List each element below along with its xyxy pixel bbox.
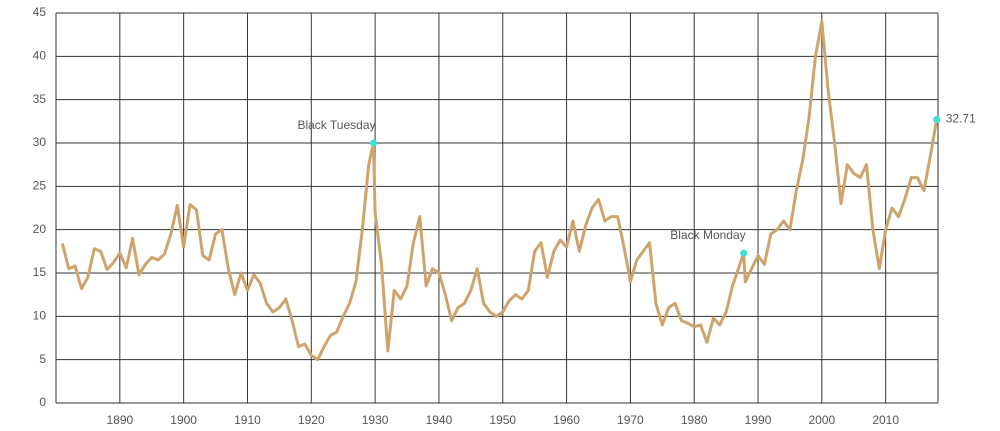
annotation-marker [370, 139, 378, 147]
y-tick-label: 30 [33, 135, 47, 149]
x-tick-label: 1940 [426, 413, 453, 427]
y-tick-label: 35 [33, 92, 47, 106]
x-tick-label: 2000 [808, 413, 835, 427]
y-tick-label: 10 [33, 309, 47, 323]
x-tick-label: 1900 [170, 413, 197, 427]
y-tick-label: 5 [39, 352, 46, 366]
x-tick-label: 1950 [489, 413, 516, 427]
y-tick-label: 15 [33, 265, 47, 279]
annotation-marker [740, 249, 748, 257]
x-tick-label: 1960 [553, 413, 580, 427]
end-value-label: 32.71 [946, 112, 976, 126]
annotation-label: Black Tuesday [297, 118, 375, 132]
x-tick-label: 1910 [234, 413, 261, 427]
annotation-label: Black Monday [670, 228, 745, 242]
x-tick-label: 1970 [617, 413, 644, 427]
y-tick-label: 25 [33, 179, 47, 193]
end-marker [933, 116, 941, 124]
y-tick-label: 40 [33, 49, 47, 63]
y-tick-label: 0 [39, 395, 46, 409]
y-tick-label: 45 [33, 5, 47, 19]
x-tick-label: 1890 [106, 413, 133, 427]
x-tick-label: 2010 [872, 413, 899, 427]
y-tick-label: 20 [33, 222, 47, 236]
x-tick-label: 1930 [362, 413, 389, 427]
x-tick-label: 1920 [298, 413, 325, 427]
x-tick-label: 1990 [745, 413, 772, 427]
x-tick-label: 1980 [681, 413, 708, 427]
series-line [60, 20, 939, 362]
